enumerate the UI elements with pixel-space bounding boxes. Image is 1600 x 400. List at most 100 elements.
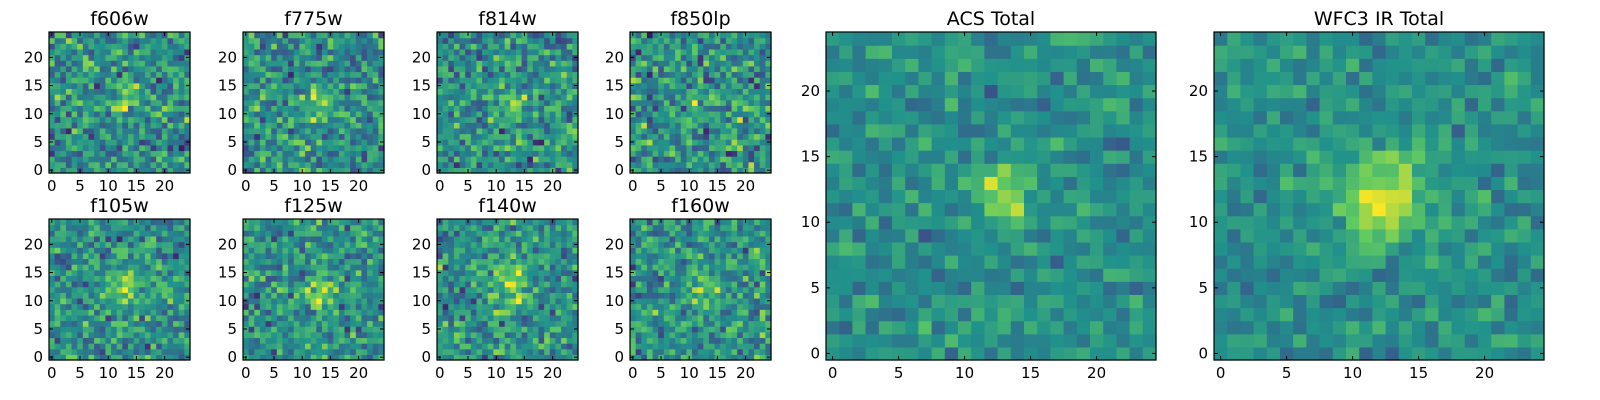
heatmap-cell <box>521 281 528 288</box>
heatmap-cell <box>288 247 295 254</box>
heatmap-cell <box>442 161 449 168</box>
heatmap-cell <box>465 230 472 237</box>
heatmap-cell <box>77 116 84 123</box>
heatmap-cell <box>658 99 665 106</box>
heatmap-cell <box>470 144 478 152</box>
y-tick-label: 20 <box>24 48 43 66</box>
heatmap-cell <box>367 32 374 39</box>
heatmap-cell <box>65 37 73 44</box>
heatmap-cell <box>708 156 716 163</box>
heatmap-cell <box>652 309 659 316</box>
heatmap-cell <box>521 348 528 355</box>
heatmap-cell <box>344 122 351 129</box>
heatmap-cell <box>350 326 357 333</box>
heatmap-cell <box>243 235 250 243</box>
heatmap-cell <box>470 281 478 288</box>
heatmap-cell <box>105 286 112 293</box>
heatmap-cell <box>82 122 90 129</box>
heatmap-cell <box>465 94 472 101</box>
heatmap-cell <box>333 99 340 106</box>
heatmap-cell <box>99 275 106 282</box>
heatmap-cell <box>561 156 568 163</box>
heatmap-cell <box>708 326 716 333</box>
heatmap-cell <box>321 297 329 305</box>
heatmap-cell <box>476 116 483 123</box>
heatmap-cell <box>725 110 733 118</box>
heatmap-cell <box>663 150 671 157</box>
heatmap-cell <box>150 224 157 231</box>
heatmap-cell <box>139 297 146 305</box>
heatmap-cell <box>293 314 300 322</box>
heatmap-cell <box>555 99 562 106</box>
heatmap-cell <box>99 269 106 276</box>
heatmap-cell <box>566 105 573 112</box>
heatmap-cell <box>316 269 323 276</box>
heatmap-cell <box>156 37 163 44</box>
heatmap-cell <box>442 314 449 322</box>
heatmap-cell <box>493 281 500 288</box>
heatmap-cell <box>139 167 146 174</box>
heatmap-cell <box>630 43 637 50</box>
heatmap-cell <box>111 161 118 168</box>
heatmap-cell <box>150 297 157 305</box>
heatmap-cell <box>99 230 106 237</box>
heatmap-cell <box>293 309 300 316</box>
heatmap-cell <box>184 292 191 299</box>
heatmap-cell <box>630 150 637 157</box>
heatmap-cell <box>82 286 90 293</box>
heatmap-cell <box>367 303 374 310</box>
heatmap-cell <box>327 343 334 350</box>
axes-frame <box>48 218 191 361</box>
y-tick-label: 5 <box>421 320 431 338</box>
heatmap-cell <box>105 331 112 339</box>
heatmap-cell <box>144 43 152 50</box>
heatmap-cell <box>299 77 306 84</box>
heatmap-cell <box>254 65 261 73</box>
heatmap-cell <box>173 235 180 243</box>
heatmap-cell <box>437 37 444 44</box>
heatmap-cell <box>127 54 135 61</box>
heatmap-cell <box>737 94 744 101</box>
heatmap-cell <box>60 320 67 327</box>
heatmap-cell <box>697 326 704 333</box>
heatmap-cell <box>499 82 506 89</box>
axes-frame <box>629 31 772 174</box>
heatmap-cell <box>94 303 101 310</box>
heatmap-cell <box>133 144 140 152</box>
heatmap-cell <box>731 281 738 288</box>
heatmap-cell <box>77 150 84 157</box>
heatmap-cell <box>54 292 61 299</box>
heatmap-cell <box>658 110 665 118</box>
heatmap-cell <box>641 314 648 322</box>
heatmap-cell <box>355 110 363 118</box>
heatmap-cell <box>139 150 146 157</box>
heatmap-cell <box>305 43 312 50</box>
heatmap-cell <box>243 320 250 327</box>
heatmap-cell <box>658 161 665 168</box>
heatmap-cell <box>327 303 334 310</box>
heatmap-cell <box>305 314 312 322</box>
heatmap-cell <box>54 281 61 288</box>
heatmap-cell <box>316 235 323 243</box>
heatmap-cell <box>167 139 174 146</box>
heatmap-cell <box>437 133 444 140</box>
heatmap-cell <box>276 43 284 50</box>
heatmap-cell <box>99 71 106 78</box>
heatmap-cell <box>663 309 671 316</box>
heatmap-cell <box>532 331 540 339</box>
heatmap-cell <box>731 297 738 305</box>
heatmap-cell <box>316 354 323 361</box>
heatmap-cell <box>71 116 78 123</box>
heatmap-cell <box>254 167 261 174</box>
heatmap-cell <box>459 252 466 260</box>
heatmap-cell <box>493 275 500 282</box>
heatmap-cell <box>99 167 106 174</box>
heatmap-cell <box>54 252 61 260</box>
heatmap-cell <box>378 235 385 243</box>
heatmap-cell <box>310 275 317 282</box>
heatmap-cell <box>470 48 478 56</box>
heatmap-cell <box>254 241 261 248</box>
heatmap-cell <box>139 144 146 152</box>
heatmap-cell <box>150 88 157 95</box>
